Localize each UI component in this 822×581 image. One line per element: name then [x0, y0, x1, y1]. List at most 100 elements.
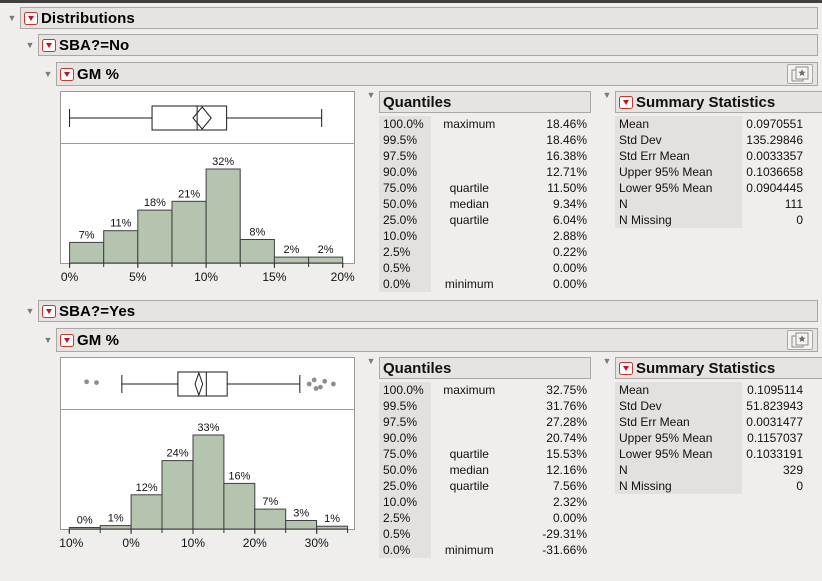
- red-triangle-menu-icon[interactable]: [619, 95, 633, 109]
- variable-header-gm-0: GM %: [56, 62, 818, 86]
- table-row: Mean 0.1095114: [615, 382, 807, 398]
- svg-text:8%: 8%: [249, 227, 265, 239]
- table-cell-name: quartile: [449, 213, 489, 227]
- red-triangle-menu-icon[interactable]: [60, 333, 74, 347]
- disclosure-triangle-icon[interactable]: ▼: [366, 90, 376, 100]
- table-cell-label: Std Err Mean: [615, 148, 743, 164]
- table-cell-value: 11.50%: [547, 181, 587, 195]
- table-cell-label: Upper 95% Mean: [615, 430, 743, 446]
- table-cell-q: 2.5%: [379, 510, 432, 526]
- variable-header-gm-1: GM %: [56, 328, 818, 352]
- table-row: 99.5% 31.76%: [379, 398, 591, 414]
- table-cell-value: 0.0904445: [746, 181, 803, 195]
- table-cell-name: [431, 228, 507, 244]
- table-cell-q: 99.5%: [379, 398, 432, 414]
- table-cell-name: minimum: [444, 543, 494, 557]
- outline-row-group-0: ▼ SBA?=No: [22, 34, 818, 56]
- table-cell-q: 10.0%: [379, 228, 432, 244]
- table-cell-name: quartile: [449, 181, 489, 195]
- table-cell-value: 31.76%: [546, 399, 587, 413]
- red-triangle-menu-icon[interactable]: [24, 11, 38, 25]
- table-cell-value: 0.1036658: [746, 165, 803, 179]
- table-cell-name: [431, 526, 507, 542]
- table-cell-value: 0.0031477: [746, 415, 803, 429]
- outline-row-distributions: ▼ Distributions: [4, 7, 818, 29]
- table-cell-q: 0.5%: [379, 260, 432, 276]
- table-cell-label: Lower 95% Mean: [615, 180, 743, 196]
- table-cell-q: 90.0%: [379, 430, 432, 446]
- red-triangle-menu-icon[interactable]: [60, 67, 74, 81]
- disclosure-triangle-icon[interactable]: ▼: [43, 334, 53, 345]
- summary-statistics-table: Mean 0.0970551 Std Dev 135.29846 Std Err Mea…: [615, 116, 807, 228]
- table-cell-label: N: [615, 196, 743, 212]
- svg-text:7%: 7%: [262, 496, 278, 508]
- distributions-header: Distributions: [20, 7, 818, 29]
- table-row: 2.5% 0.00%: [379, 510, 591, 526]
- quantiles-panel-0: ▼ Quantiles 100.0% maximum 18.46% 99.5% 18.4…: [363, 91, 591, 292]
- table-cell-value: 0.1095114: [747, 383, 803, 397]
- table-cell-name: [431, 148, 507, 164]
- table-row: 75.0% quartile 15.53%: [379, 446, 591, 462]
- summary-panel-0: ▼ Summary Statistics Mean 0.0970551 Std De…: [599, 91, 822, 228]
- table-cell-value: 9.34%: [552, 197, 587, 211]
- disclosure-triangle-icon[interactable]: ▼: [7, 12, 17, 23]
- bookmark-button[interactable]: [787, 64, 813, 84]
- svg-text:24%: 24%: [166, 448, 188, 460]
- table-row: 25.0% quartile 6.04%: [379, 212, 591, 228]
- table-cell-q: 75.0%: [379, 180, 432, 196]
- svg-text:5%: 5%: [129, 270, 147, 284]
- table-row: 2.5% 0.22%: [379, 244, 591, 260]
- table-cell-name: [431, 260, 507, 276]
- disclosure-triangle-icon[interactable]: ▼: [602, 356, 612, 366]
- disclosure-triangle-icon[interactable]: ▼: [25, 39, 35, 50]
- table-cell-value: 15.53%: [546, 447, 587, 461]
- table-cell-value: -29.31%: [542, 527, 587, 541]
- quantiles-table: 100.0% maximum 18.46% 99.5% 18.46% 97.5% 16.38…: [379, 116, 591, 292]
- table-cell-label: Std Dev: [615, 398, 743, 414]
- table-cell-name: median: [449, 197, 489, 211]
- table-row: 99.5% 18.46%: [379, 132, 591, 148]
- disclosure-triangle-icon[interactable]: ▼: [25, 305, 35, 316]
- variable-content-0: 7% 11% 18% 21% 32% 8% 2% 2% 0% 5% 10% 15% 20% ▼ Quan…: [60, 91, 822, 292]
- svg-text:33%: 33%: [197, 422, 219, 434]
- disclosure-triangle-icon[interactable]: ▼: [366, 356, 376, 366]
- table-row: N 329: [615, 462, 807, 478]
- table-cell-name: minimum: [444, 277, 494, 291]
- table-cell-q: 100.0%: [379, 382, 432, 398]
- table-row: 50.0% median 12.16%: [379, 462, 591, 478]
- bookmark-star-icon: [791, 66, 808, 82]
- gm-distribution-chart-sba-yes[interactable]: 0% 1% 12% 24% 33% 16% 7% 3% 1% -10% 0% 10% 20% 30%: [60, 357, 355, 555]
- table-cell-value: 51.823943: [746, 399, 803, 413]
- summary-statistics-table: Mean 0.1095114 Std Dev 51.823943 Std Err Mea…: [615, 382, 807, 494]
- table-cell-label: N Missing: [615, 478, 743, 494]
- distributions-report: ▼ Distributions ▼ SBA?=No ▼ GM %: [0, 7, 822, 558]
- summary-statistics-title: Summary Statistics: [636, 359, 776, 377]
- bookmark-star-icon: [791, 332, 808, 348]
- red-triangle-menu-icon[interactable]: [42, 304, 56, 318]
- table-cell-value: 0: [796, 479, 803, 493]
- red-triangle-menu-icon[interactable]: [42, 38, 56, 52]
- disclosure-triangle-icon[interactable]: ▼: [602, 90, 612, 100]
- table-cell-label: Upper 95% Mean: [615, 164, 743, 180]
- red-triangle-menu-icon[interactable]: [619, 361, 633, 375]
- svg-text:2%: 2%: [318, 244, 334, 256]
- quantiles-title: Quantiles: [383, 93, 452, 111]
- table-row: Std Dev 135.29846: [615, 132, 807, 148]
- outline-row-variable-0: ▼ GM %: [40, 62, 818, 86]
- svg-text:16%: 16%: [228, 470, 250, 482]
- table-row: N 111: [615, 196, 807, 212]
- table-cell-value: 18.46%: [546, 133, 587, 147]
- table-row: 25.0% quartile 7.56%: [379, 478, 591, 494]
- disclosure-triangle-icon[interactable]: ▼: [43, 68, 53, 79]
- table-cell-value: 0.1033191: [746, 447, 803, 461]
- table-cell-value: 20.74%: [546, 431, 587, 445]
- bookmark-button[interactable]: [787, 330, 813, 350]
- outline-row-group-1: ▼ SBA?=Yes: [22, 300, 818, 322]
- table-cell-name: maximum: [443, 117, 496, 131]
- svg-text:-10%: -10%: [60, 536, 84, 550]
- svg-text:10%: 10%: [181, 536, 205, 550]
- gm-distribution-chart-sba-no[interactable]: 7% 11% 18% 21% 32% 8% 2% 2% 0% 5% 10% 15% 20%: [60, 91, 355, 289]
- table-cell-value: 2.88%: [552, 229, 587, 243]
- table-cell-value: 27.28%: [546, 415, 587, 429]
- table-cell-q: 10.0%: [379, 494, 432, 510]
